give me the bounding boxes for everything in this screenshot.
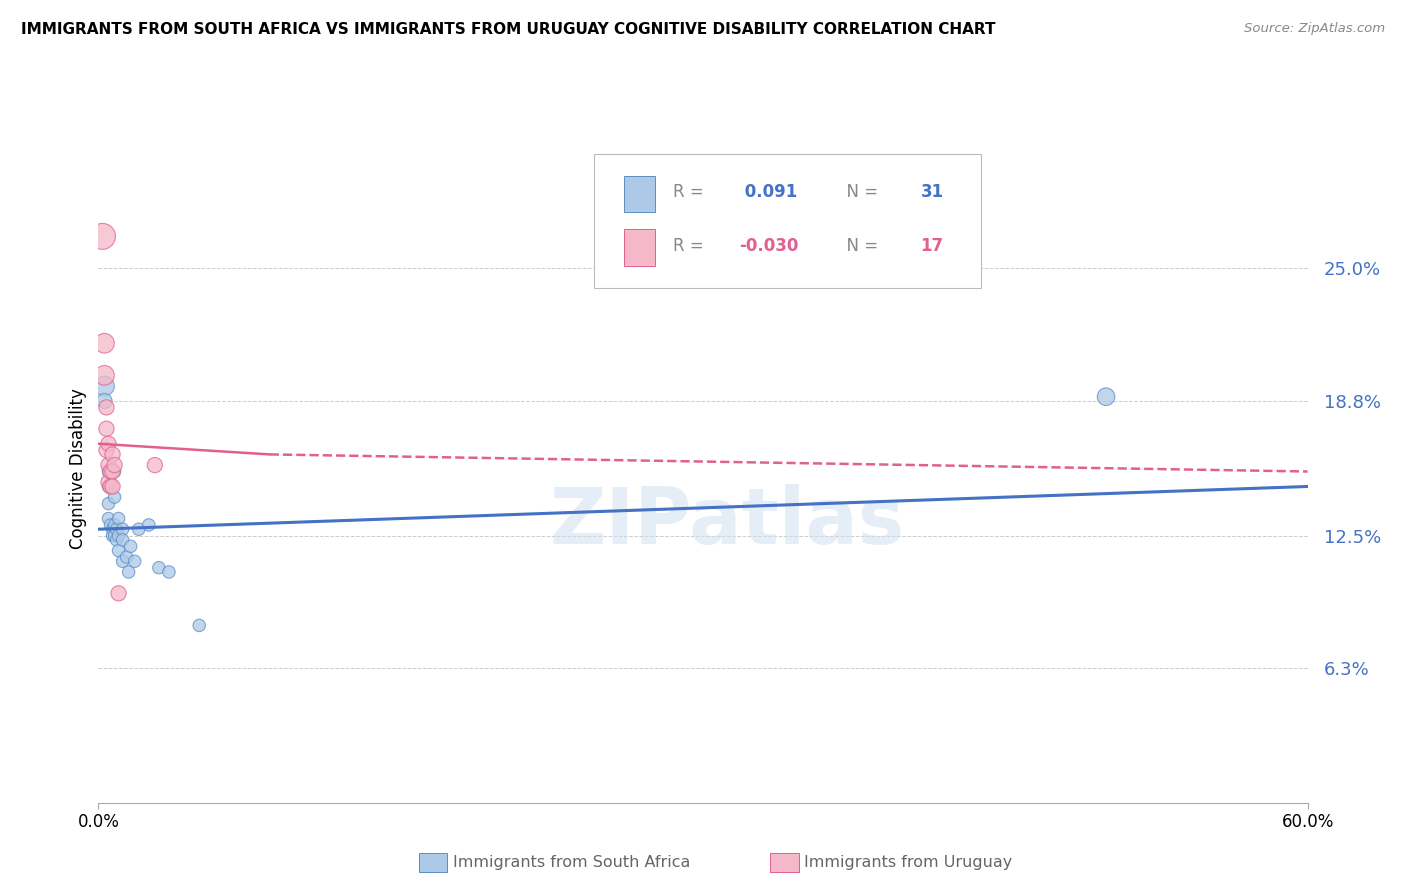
Bar [624,176,655,212]
Point [97,465,120,479]
Point [97,475,120,490]
Point [120,539,142,553]
Point [1095,390,1118,404]
Point [93,379,115,393]
Point [96,401,118,415]
Point [105,533,128,547]
Point [93,394,115,409]
Point [101,465,124,479]
FancyBboxPatch shape [595,154,981,288]
Text: 31: 31 [921,183,943,201]
Point [101,528,124,542]
Point [93,336,115,351]
Point [96,443,118,458]
Point [107,543,129,558]
Point [107,511,129,525]
Point [138,517,160,532]
Point [143,458,166,472]
Point [97,497,120,511]
Point [103,528,125,542]
Point [118,565,141,579]
Point [103,458,125,472]
Text: ZIPatlas: ZIPatlas [550,483,904,560]
Bar [770,853,799,872]
Point [111,522,134,536]
Point [103,465,125,479]
Point [188,618,211,632]
Bar [419,853,447,872]
Text: N =: N = [837,183,883,201]
Point [93,368,115,383]
Point [107,528,129,542]
Text: -0.030: -0.030 [740,236,799,254]
Bar [624,229,655,266]
Text: R =: R = [672,236,709,254]
Point [105,522,128,536]
Point [100,479,122,493]
Text: Immigrants from Uruguay: Immigrants from Uruguay [804,855,1012,870]
Point [97,511,120,525]
Point [103,517,125,532]
Text: 17: 17 [921,236,943,254]
Point [157,565,180,579]
Point [97,436,120,450]
Point [111,533,134,547]
Text: 0.091: 0.091 [740,183,797,201]
Text: IMMIGRANTS FROM SOUTH AFRICA VS IMMIGRANTS FROM URUGUAY COGNITIVE DISABILITY COR: IMMIGRANTS FROM SOUTH AFRICA VS IMMIGRAN… [21,22,995,37]
Point [101,522,124,536]
Point [115,549,138,564]
Point [96,422,118,436]
Point [100,517,122,532]
Text: Source: ZipAtlas.com: Source: ZipAtlas.com [1244,22,1385,36]
Point [111,554,134,568]
Point [103,490,125,504]
Point [107,586,129,600]
Y-axis label: Cognitive Disability: Cognitive Disability [69,388,87,549]
Text: Immigrants from South Africa: Immigrants from South Africa [453,855,690,870]
Point [100,465,122,479]
Point [124,554,146,568]
Point [97,458,120,472]
Point [128,522,150,536]
Text: R =: R = [672,183,709,201]
Point [101,479,124,493]
Point [148,560,170,574]
Point [91,229,114,244]
Point [101,447,124,461]
Point [97,479,120,493]
Text: N =: N = [837,236,883,254]
